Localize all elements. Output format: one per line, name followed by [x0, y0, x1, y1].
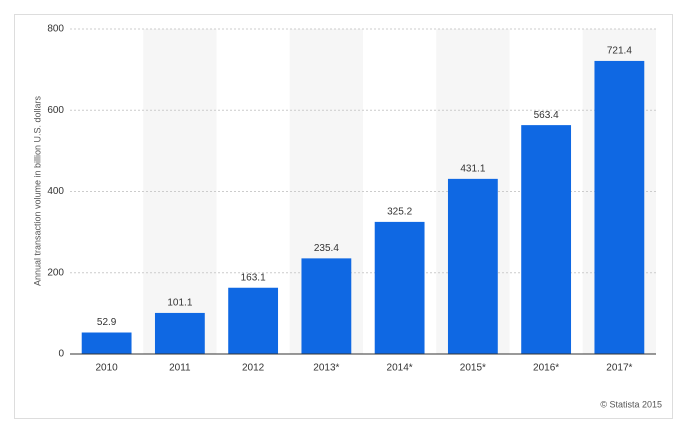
y-tick-label: 400 [47, 186, 64, 197]
y-tick-label: 800 [47, 24, 64, 35]
bar [447, 178, 498, 354]
x-tick-label: 2015* [460, 363, 486, 374]
bar [521, 125, 572, 355]
value-label: 325.2 [387, 207, 412, 218]
bar [228, 287, 279, 354]
x-tick-label: 2012 [242, 363, 265, 374]
bar [154, 312, 205, 354]
y-tick-label: 600 [47, 105, 64, 116]
bar [81, 332, 132, 354]
y-tick-label: 0 [58, 349, 64, 360]
x-tick-label: 2010 [96, 363, 119, 374]
x-tick-label: 2011 [169, 363, 191, 374]
bar [301, 258, 352, 354]
value-label: 52.9 [97, 317, 117, 328]
bar [374, 221, 425, 354]
x-tick-label: 2017* [606, 363, 632, 374]
value-label: 101.1 [167, 298, 192, 309]
value-label: 163.1 [241, 272, 266, 283]
value-label: 431.1 [460, 164, 485, 175]
y-tick-label: 200 [47, 267, 64, 278]
value-label: 235.4 [314, 243, 339, 254]
y-axis-label: Annual transaction volume in billion U.S… [32, 95, 42, 286]
x-tick-label: 2014* [387, 363, 413, 374]
value-label: 563.4 [534, 110, 559, 121]
credit: © Statista 2015 [600, 399, 662, 409]
bar [594, 60, 645, 355]
x-tick-label: 2016* [533, 363, 559, 374]
x-tick-label: 2013* [313, 363, 339, 374]
value-label: 721.4 [607, 46, 632, 57]
